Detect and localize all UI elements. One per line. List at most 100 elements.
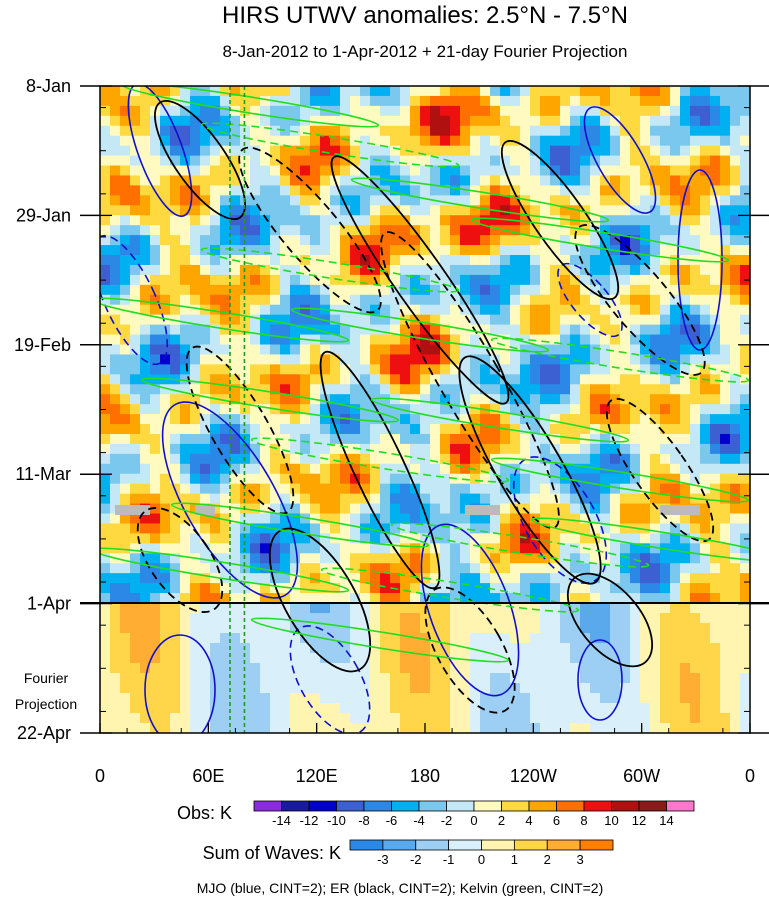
field-cell	[400, 354, 411, 365]
field-cell	[100, 165, 111, 177]
projection-cell	[330, 673, 341, 684]
field-cell	[460, 155, 471, 167]
projection-cell	[120, 653, 131, 664]
field-cell	[380, 334, 391, 346]
field-cell	[270, 115, 281, 127]
field-cell	[210, 125, 221, 137]
field-cell	[610, 334, 621, 346]
field-cell	[300, 364, 311, 375]
field-cell	[350, 145, 361, 157]
obs-colorbar-label: Obs: K	[177, 803, 232, 823]
field-cell	[670, 105, 681, 117]
projection-cell	[410, 663, 421, 674]
field-cell	[370, 583, 381, 594]
field-cell	[740, 453, 750, 465]
field-cell	[460, 344, 471, 356]
field-cell	[550, 274, 561, 286]
field-cell	[740, 443, 750, 455]
field-cell	[430, 304, 441, 316]
projection-cell	[620, 713, 631, 724]
field-cell	[260, 205, 271, 216]
field-cell	[720, 324, 731, 336]
field-cell	[210, 274, 221, 286]
field-cell	[580, 324, 591, 336]
projection-cell	[320, 663, 331, 674]
projection-cell	[320, 713, 331, 724]
field-cell	[550, 493, 561, 505]
projection-cell	[570, 633, 581, 644]
projection-cell	[190, 613, 201, 624]
projection-cell	[320, 603, 331, 614]
field-cell	[270, 284, 281, 296]
field-cell	[260, 493, 271, 505]
field-cell	[130, 314, 141, 326]
field-cell	[620, 195, 631, 206]
projection-cell	[550, 693, 561, 704]
field-cell	[110, 314, 121, 326]
field-cell	[710, 185, 721, 196]
field-cell	[320, 433, 331, 445]
field-cell	[220, 235, 231, 246]
projection-cell	[300, 613, 311, 624]
projection-cell	[190, 673, 201, 684]
field-cell	[160, 255, 171, 266]
field-cell	[310, 284, 321, 296]
projection-cell	[640, 603, 651, 614]
field-cell	[350, 324, 361, 336]
field-cell	[400, 513, 411, 525]
field-cell	[570, 493, 581, 505]
field-cell	[470, 433, 481, 445]
field-cell	[370, 493, 381, 505]
field-cell	[640, 573, 651, 584]
projection-cell	[240, 613, 251, 624]
field-cell	[540, 175, 551, 187]
field-cell	[130, 235, 141, 246]
projection-cell	[190, 693, 201, 704]
projection-cell	[560, 653, 571, 664]
field-cell	[620, 264, 631, 276]
field-cell	[300, 165, 311, 177]
field-cell	[260, 583, 271, 594]
projection-cell	[110, 673, 121, 684]
field-cell	[150, 513, 161, 525]
field-cell	[220, 155, 231, 167]
projection-cell	[390, 653, 401, 664]
field-cell	[620, 583, 631, 594]
contour-line	[458, 355, 602, 585]
projection-cell	[530, 643, 541, 654]
field-cell	[490, 364, 501, 375]
field-cell	[270, 354, 281, 365]
field-cell	[240, 155, 251, 167]
field-cell	[360, 215, 371, 226]
field-cell	[630, 145, 641, 157]
field-cell	[170, 95, 181, 107]
projection-cell	[650, 603, 661, 614]
field-cell	[560, 255, 571, 266]
field-cell	[190, 513, 201, 525]
projection-cell	[430, 693, 441, 704]
field-cell	[500, 543, 511, 554]
field-cell	[580, 135, 591, 147]
field-cell	[230, 274, 241, 286]
field-cell	[650, 125, 661, 137]
field-cell	[520, 314, 531, 326]
field-cell	[720, 593, 731, 604]
field-cell	[360, 374, 371, 385]
field-cell	[430, 563, 441, 574]
field-cell	[710, 384, 721, 395]
projection-cell	[130, 663, 141, 674]
field-cell	[200, 245, 211, 256]
contour-line	[380, 231, 560, 529]
field-cell	[550, 175, 561, 187]
field-cell	[360, 155, 371, 167]
field-cell	[680, 404, 691, 415]
field-cell	[410, 453, 421, 465]
field-cell	[580, 175, 591, 187]
field-cell	[260, 593, 271, 604]
projection-cell	[740, 653, 750, 664]
field-cell	[360, 205, 371, 216]
projection-cell	[380, 603, 391, 614]
field-cell	[200, 105, 211, 117]
projection-cell	[730, 693, 741, 704]
field-cell	[490, 384, 501, 395]
